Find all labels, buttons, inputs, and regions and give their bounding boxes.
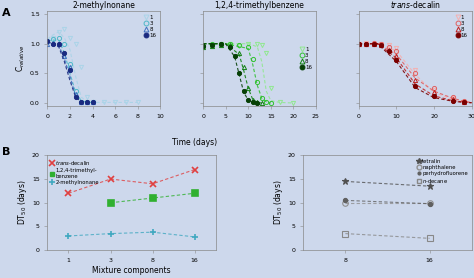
Legend: $\it{trans}$-decalin, 1,2,4-trimethyl-
benzene, 2-methylnonane: $\it{trans}$-decalin, 1,2,4-trimethyl- b… [50, 158, 100, 186]
Y-axis label: DT$_\mathregular{50}$ (days): DT$_\mathregular{50}$ (days) [272, 180, 285, 225]
Y-axis label: C$_{relative}$: C$_{relative}$ [15, 45, 27, 72]
Legend: 1, 3, 8, 16: 1, 3, 8, 16 [300, 46, 313, 71]
Title: 1,2,4-trimethylbenzene: 1,2,4-trimethylbenzene [215, 1, 304, 10]
Text: B: B [2, 147, 11, 157]
Text: A: A [2, 8, 11, 18]
Y-axis label: DT$_\mathregular{50}$ (days): DT$_\mathregular{50}$ (days) [16, 180, 29, 225]
Title: $\it{trans}$-decalin: $\it{trans}$-decalin [390, 0, 441, 10]
Text: Time (days): Time (days) [172, 138, 217, 147]
X-axis label: Mixture components: Mixture components [92, 265, 171, 275]
Title: 2-methylnonane: 2-methylnonane [73, 1, 135, 10]
Legend: tetralin, naphthalene, perhydrofluorene, $n$-decane: tetralin, naphthalene, perhydrofluorene,… [417, 158, 469, 186]
Legend: 1, 3, 8, 16: 1, 3, 8, 16 [455, 14, 469, 39]
Legend: 1, 3, 8, 16: 1, 3, 8, 16 [144, 14, 157, 39]
